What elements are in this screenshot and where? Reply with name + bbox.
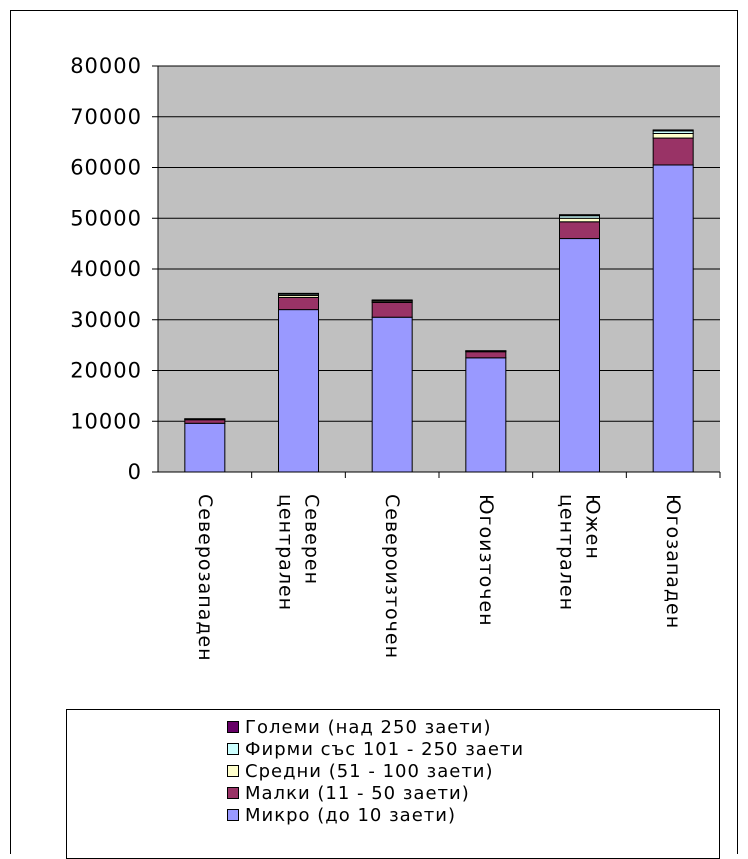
y-tick-label: 20000 [70,359,142,383]
y-tick-label: 70000 [70,105,142,129]
legend-swatch [227,809,239,821]
x-category-label: Северен [301,494,323,585]
y-axis-tick-labels: 0 10000 20000 30000 40000 50000 60000 70000 8000… [70,54,142,484]
bar-segment-2 [279,297,319,309]
y-tick-label: 10000 [70,409,142,433]
bar-segment-5 [372,300,412,301]
bar-segment-3 [653,133,693,138]
legend-label: Големи (над 250 заети) [245,717,492,738]
legend-item: Малки (11 - 50 заети) [227,782,524,804]
y-tick-label: 0 [128,460,142,484]
bar-segment-2 [466,352,506,358]
legend-label: Средни (51 - 100 заети) [245,761,494,782]
x-category-label: централен [556,494,578,611]
legend-item: Средни (51 - 100 заети) [227,760,524,782]
bar-segment-1 [372,317,412,472]
bar-segment-1 [279,310,319,472]
bar-segment-2 [185,420,225,424]
legend: Големи (над 250 заети)Фирми със 101 - 25… [66,709,720,859]
bar-segment-5 [279,293,319,294]
bar-segment-5 [653,130,693,131]
bar-segment-2 [372,302,412,317]
x-category-label: Североизточен [381,494,403,659]
legend-item: Микро (до 10 заети) [227,804,524,826]
legend-swatch [227,765,239,777]
y-tick-label: 80000 [70,54,142,78]
bar-segment-2 [560,222,600,239]
legend-list: Големи (над 250 заети)Фирми със 101 - 25… [227,716,524,826]
x-category-label: Югоизточен [475,494,497,627]
legend-swatch [227,787,239,799]
bar-segment-5 [560,215,600,216]
x-category-label: Югозападен [662,494,684,629]
bar-segment-1 [185,423,225,472]
legend-item: Големи (над 250 заети) [227,716,524,738]
y-tick-label: 30000 [70,308,142,332]
x-category-label: Северозападен [194,494,216,662]
bar-segment-1 [466,358,506,472]
bar-chart: 0 10000 20000 30000 40000 50000 60000 70000 8000… [0,0,748,710]
x-category-label: Южен [582,494,604,560]
legend-label: Малки (11 - 50 заети) [245,783,470,804]
legend-label: Микро (до 10 заети) [245,805,456,826]
x-category-label: централен [275,494,297,611]
legend-swatch [227,743,239,755]
legend-swatch [227,721,239,733]
bar-segment-3 [560,218,600,222]
bar-segment-2 [653,138,693,165]
bar-segment-1 [653,165,693,472]
y-tick-label: 50000 [70,206,142,230]
bar-segment-1 [560,239,600,472]
y-tick-label: 60000 [70,156,142,180]
y-tick-label: 40000 [70,257,142,281]
legend-item: Фирми със 101 - 250 заети [227,738,524,760]
legend-label: Фирми със 101 - 250 заети [245,739,524,760]
